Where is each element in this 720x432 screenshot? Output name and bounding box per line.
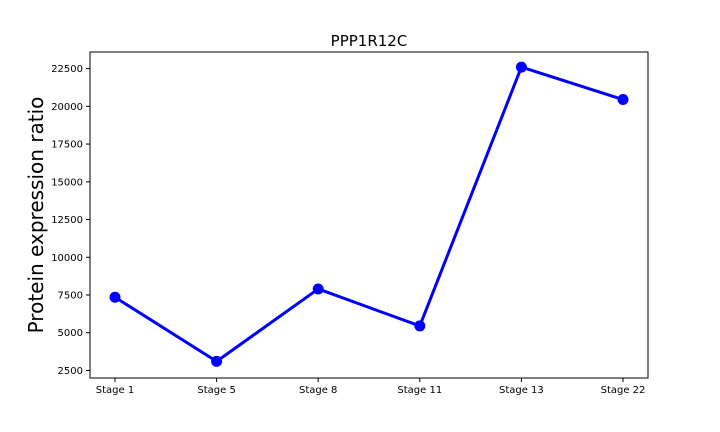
x-tick-label: Stage 13 xyxy=(499,385,544,396)
chart-title: PPP1R12C xyxy=(331,32,408,50)
x-tick-label: Stage 8 xyxy=(299,385,337,396)
data-point xyxy=(414,320,426,332)
x-tick-label: Stage 1 xyxy=(96,385,134,396)
y-tick-label: 2500 xyxy=(58,366,83,377)
data-point xyxy=(515,61,527,73)
y-tick-label: 10000 xyxy=(51,253,83,264)
series-line xyxy=(114,65,624,363)
x-tick-label: Stage 22 xyxy=(601,385,646,396)
x-tick-label: Stage 11 xyxy=(397,385,442,396)
y-tick-label: 15000 xyxy=(51,177,83,188)
x-axis: Stage 1 Stage 5 Stage 8 Stage 11 Stage 13 Sta… xyxy=(96,378,646,396)
data-point xyxy=(312,283,324,295)
data-point xyxy=(211,355,223,367)
y-tick-label: 12500 xyxy=(51,215,83,226)
plot-area-frame xyxy=(89,51,649,379)
x-tick-label: Stage 5 xyxy=(197,385,235,396)
y-axis: 2500 5000 7500 10000 12500 15000 17500 20000 225… xyxy=(51,64,90,377)
y-tick-label: 5000 xyxy=(58,328,83,339)
series-group xyxy=(109,61,629,367)
data-point xyxy=(109,291,121,303)
y-axis-label: Protein expression ratio xyxy=(24,97,48,334)
y-tick-label: 7500 xyxy=(58,290,83,301)
data-point xyxy=(617,94,629,106)
y-tick-label: 17500 xyxy=(51,140,83,151)
y-tick-label: 20000 xyxy=(51,102,83,113)
y-tick-label: 22500 xyxy=(51,64,83,75)
